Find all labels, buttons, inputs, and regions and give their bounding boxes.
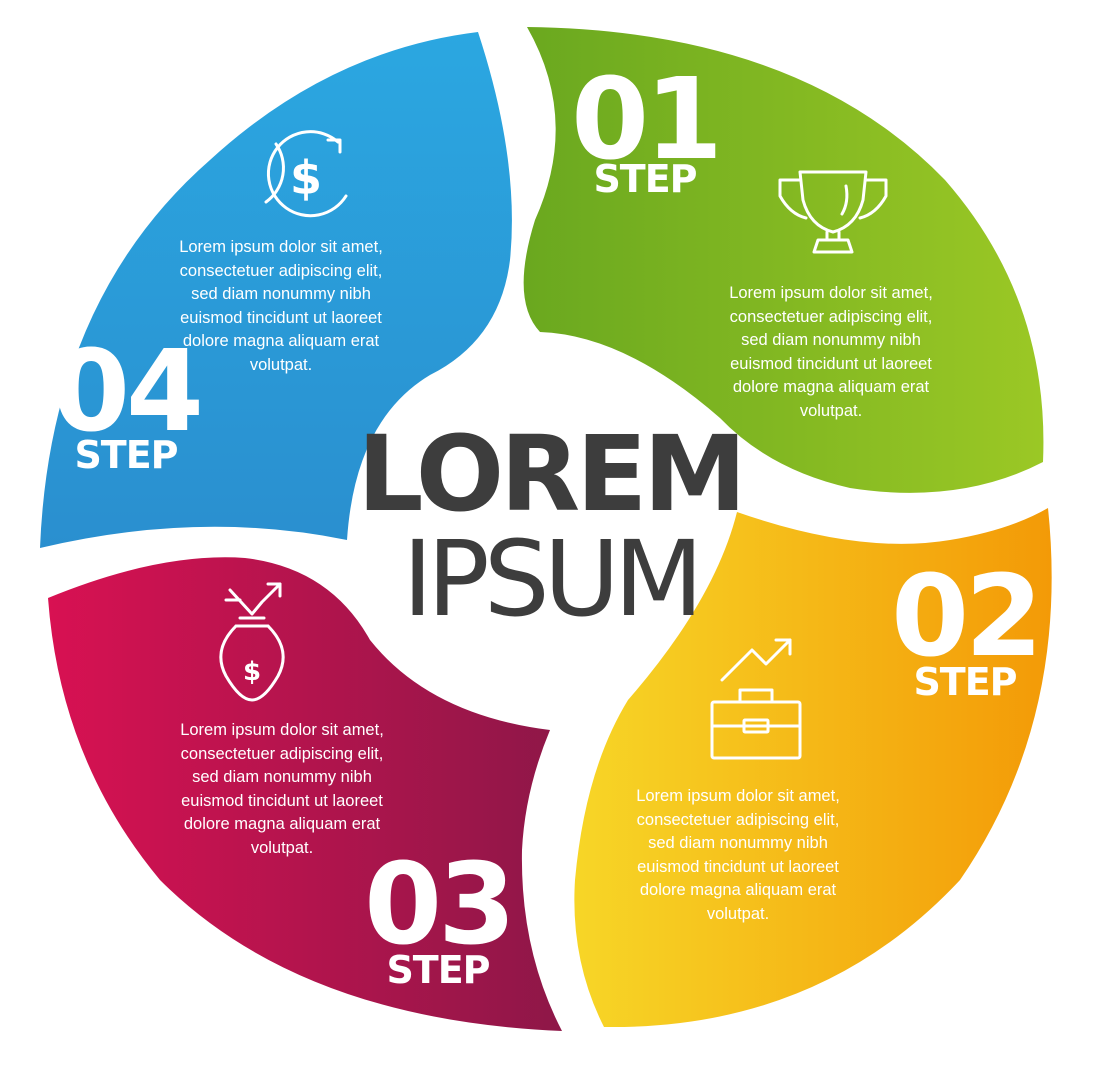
- step-02-segment: [574, 508, 1052, 1028]
- briefcase-growth-icon: [710, 638, 802, 760]
- step-01-label: STEP: [593, 157, 696, 201]
- step-01-number: 01: [571, 55, 719, 185]
- svg-text:$: $: [290, 151, 322, 205]
- step-03-description: Lorem ipsum dolor sit amet, consectetuer…: [180, 721, 384, 857]
- step-02-label: STEP: [913, 660, 1016, 704]
- step-04-number: 04: [52, 327, 200, 457]
- step-01-segment: [523, 27, 1044, 493]
- step-04-label: STEP: [74, 433, 177, 477]
- step-04-segment: [40, 32, 512, 548]
- step-02-number: 02: [891, 552, 1039, 682]
- step-03-segment: [48, 557, 562, 1031]
- svg-text:$: $: [243, 657, 261, 687]
- step-03-number: 03: [364, 840, 512, 970]
- step-04-description: Lorem ipsum dolor sit amet, consectetuer…: [179, 238, 383, 374]
- center-subtitle: IPSUM: [402, 518, 697, 640]
- money-bag-icon: $: [219, 582, 285, 702]
- step-01-description: Lorem ipsum dolor sit amet, consectetuer…: [729, 284, 933, 420]
- dollar-exchange-icon: $: [264, 130, 348, 218]
- step-02-description: Lorem ipsum dolor sit amet, consectetuer…: [636, 787, 840, 923]
- center-title: LOREM: [357, 413, 743, 535]
- trophy-icon: [778, 170, 888, 254]
- step-03-label: STEP: [386, 948, 489, 992]
